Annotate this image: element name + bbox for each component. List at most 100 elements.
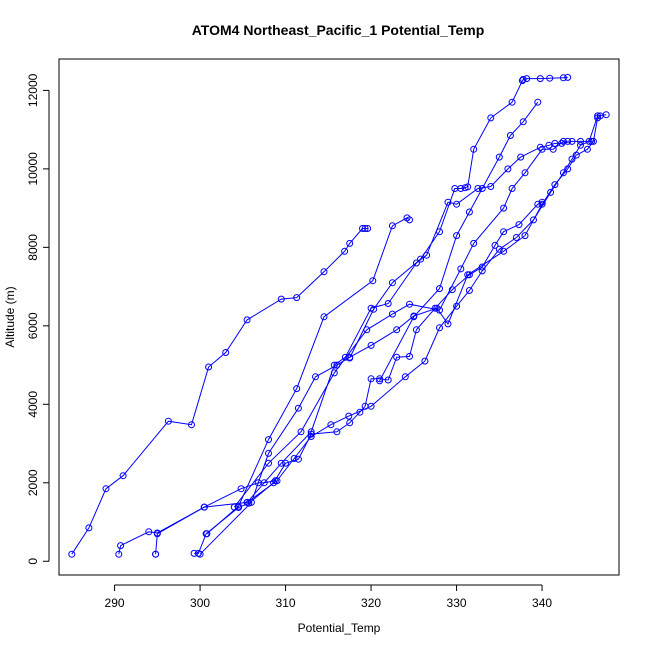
data-point (536, 75, 544, 83)
x-tick-label: 340 (532, 596, 552, 610)
data-point (117, 542, 125, 550)
data-point (307, 428, 315, 436)
series-line (199, 115, 601, 555)
data-point (346, 354, 354, 362)
series-line (206, 217, 410, 535)
data-point (500, 204, 508, 212)
data-point (406, 352, 413, 360)
y-tick-label: 0 (26, 558, 40, 565)
data-point (364, 225, 372, 232)
data-point (457, 265, 465, 273)
data-point (421, 357, 429, 365)
data-point (68, 550, 76, 558)
data-point (341, 247, 349, 255)
data-point (564, 137, 572, 145)
series-line (349, 76, 568, 359)
data-point (559, 74, 567, 82)
data-point (417, 255, 425, 263)
series-line (118, 480, 276, 555)
data-point (444, 198, 452, 206)
data-point (243, 316, 251, 324)
y-tick-label: 10000 (26, 152, 40, 186)
data-point (530, 216, 537, 224)
data-point (547, 188, 555, 196)
data-point (549, 145, 557, 153)
data-point (376, 377, 384, 385)
data-point (517, 153, 525, 161)
data-point (519, 118, 527, 126)
data-point (270, 479, 278, 487)
y-tick-label: 6000 (26, 312, 40, 339)
data-point (307, 433, 315, 440)
data-point (583, 145, 591, 153)
data-point (519, 75, 527, 83)
data-point (393, 353, 401, 361)
data-point (145, 528, 153, 536)
data-point (470, 145, 478, 153)
data-point (401, 373, 409, 381)
x-tick-label: 290 (105, 596, 125, 610)
data-point (564, 73, 572, 81)
data-point (436, 306, 443, 314)
series-8 (230, 137, 572, 511)
data-point (474, 185, 482, 192)
plot-frame (58, 58, 620, 576)
data-point (588, 137, 596, 145)
series-1 (68, 225, 372, 558)
data-point (265, 449, 272, 457)
data-point (523, 75, 531, 83)
data-point (577, 141, 584, 149)
data-point (491, 241, 499, 249)
data-point (495, 245, 503, 253)
data-point (521, 232, 529, 240)
data-point (290, 455, 298, 462)
data-point (237, 485, 245, 493)
data-point (596, 112, 604, 120)
data-point (346, 239, 354, 247)
data-point (518, 77, 526, 85)
y-tick-label: 8000 (26, 234, 40, 261)
series-9 (346, 73, 572, 362)
data-point (367, 402, 375, 410)
data-point (500, 247, 508, 255)
data-point (293, 294, 301, 302)
series-10 (376, 98, 542, 385)
data-point (388, 310, 396, 318)
data-point (188, 421, 195, 429)
data-point (265, 459, 272, 467)
data-point (448, 286, 456, 294)
data-point (205, 363, 213, 371)
data-point (577, 137, 584, 145)
data-point (260, 479, 268, 487)
x-tick-label: 310 (276, 596, 296, 610)
data-point (465, 287, 473, 294)
data-point (444, 320, 452, 328)
data-point (119, 472, 127, 480)
data-point (282, 459, 290, 467)
data-point (388, 279, 396, 287)
series-3 (190, 198, 546, 557)
data-point (265, 436, 272, 444)
data-point (330, 369, 338, 377)
x-axis-label: Potential_Temp (298, 621, 381, 635)
data-point (546, 74, 554, 82)
data-point (330, 361, 338, 369)
data-point (538, 145, 546, 153)
data-point (457, 185, 465, 192)
x-tick-label: 330 (447, 596, 467, 610)
data-point (534, 200, 542, 208)
data-point (243, 498, 251, 506)
data-point (273, 477, 281, 485)
data-point (277, 459, 285, 467)
data-point (297, 428, 305, 436)
data-point (200, 503, 208, 511)
data-point (487, 114, 495, 122)
data-point (478, 267, 486, 275)
data-point (85, 524, 93, 532)
data-point (312, 373, 319, 381)
data-point (384, 300, 392, 307)
data-point (327, 421, 335, 429)
series-line (246, 140, 592, 503)
data-point (388, 222, 396, 230)
